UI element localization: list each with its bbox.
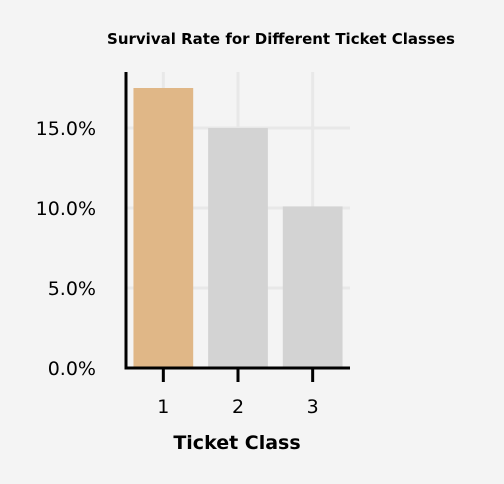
bar-class-2 [208, 128, 268, 368]
bar-class-1 [133, 88, 194, 368]
x-axis-ticks: 1 2 3 [157, 368, 319, 418]
chart-title: Survival Rate for Different Ticket Class… [107, 30, 455, 48]
y-tick-label: 0.0% [48, 358, 96, 380]
y-tick-label: 15.0% [36, 118, 96, 140]
y-tick-label: 10.0% [36, 198, 96, 220]
y-tick-label: 5.0% [48, 278, 96, 300]
bars [133, 88, 343, 368]
x-tick-label: 2 [232, 396, 244, 418]
y-axis-ticks: 0.0% 5.0% 10.0% 15.0% [36, 118, 96, 380]
x-axis-label: Ticket Class [173, 432, 300, 454]
x-tick-label: 3 [307, 396, 319, 418]
x-tick-label: 1 [157, 396, 169, 418]
bar-class-3 [282, 206, 343, 368]
